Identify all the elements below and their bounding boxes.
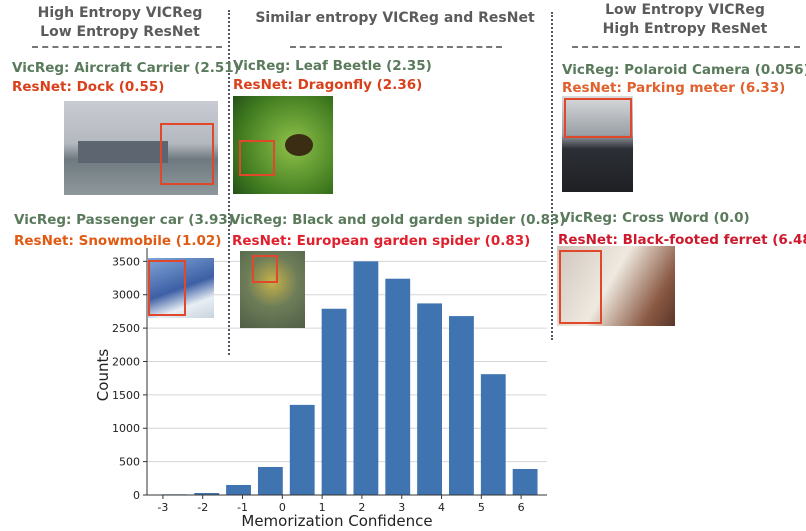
y-tick-label: 3000 — [112, 289, 140, 302]
bar — [513, 469, 538, 495]
bar — [322, 309, 347, 495]
resnet-label: ResNet: Snowmobile (1.02) — [14, 232, 221, 250]
x-tick-label: -3 — [157, 501, 168, 514]
divider — [572, 46, 800, 48]
vicreg-label: VicReg: Polaroid Camera (0.056) — [562, 61, 806, 79]
beetle-shape — [285, 134, 313, 156]
bar — [258, 467, 283, 495]
divider — [32, 46, 222, 48]
vicreg-label: VicReg: Leaf Beetle (2.35) — [233, 57, 432, 75]
vicreg-label: VicReg: Black and gold garden spider (0.… — [230, 211, 566, 229]
example-image — [233, 96, 333, 194]
highlight-box — [239, 140, 275, 176]
highlight-box — [559, 250, 602, 324]
bar — [385, 279, 410, 495]
example-image — [557, 246, 675, 326]
highlight-box — [148, 260, 186, 316]
bar — [481, 374, 506, 495]
x-tick-label: 5 — [478, 501, 485, 514]
vicreg-label: VicReg: Cross Word (0.0) — [560, 209, 750, 227]
bar — [449, 316, 474, 495]
header: Low Entropy VICReg — [580, 1, 790, 19]
divider — [290, 46, 502, 48]
example-image — [64, 101, 218, 195]
x-tick-label: 4 — [438, 501, 445, 514]
vicreg-label: VicReg: Aircraft Carrier (2.51) — [12, 59, 240, 77]
header: Low Entropy ResNet — [20, 23, 220, 41]
header: High Entropy VICReg — [20, 4, 220, 22]
vicreg-label: VicReg: Passenger car (3.93) — [14, 211, 234, 229]
y-axis-label: Counts — [94, 349, 112, 402]
y-tick-label: 2500 — [112, 322, 140, 335]
y-tick-label: 1000 — [112, 422, 140, 435]
bar — [417, 303, 442, 495]
y-tick-label: 1500 — [112, 389, 140, 402]
resnet-label: ResNet: Dock (0.55) — [12, 78, 164, 96]
bar — [226, 485, 251, 495]
header: Similar entropy VICReg and ResNet — [240, 9, 550, 27]
page: {"headers": [ {"lines": ["High Entropy V… — [0, 0, 806, 531]
resnet-label: ResNet: Dragonfly (2.36) — [233, 76, 422, 94]
y-tick-label: 0 — [133, 489, 140, 502]
highlight-box — [160, 123, 214, 185]
x-tick-label: 6 — [518, 501, 525, 514]
resnet-label: ResNet: European garden spider (0.83) — [232, 232, 530, 250]
ship-shape — [78, 141, 168, 163]
x-axis-label: Memorization Confidence — [241, 512, 432, 530]
example-image — [240, 251, 305, 328]
y-tick-label: 2000 — [112, 355, 140, 368]
bar — [290, 405, 315, 495]
header: High Entropy ResNet — [580, 20, 790, 38]
example-image — [148, 258, 214, 318]
x-tick-label: -2 — [197, 501, 208, 514]
highlight-box — [252, 255, 278, 283]
bar — [353, 261, 378, 495]
resnet-label: ResNet: Parking meter (6.33) — [562, 79, 785, 97]
y-tick-label: 500 — [119, 456, 140, 469]
y-tick-label: 3500 — [112, 255, 140, 268]
divider — [551, 12, 553, 340]
example-image — [562, 96, 633, 192]
highlight-box — [564, 98, 632, 138]
